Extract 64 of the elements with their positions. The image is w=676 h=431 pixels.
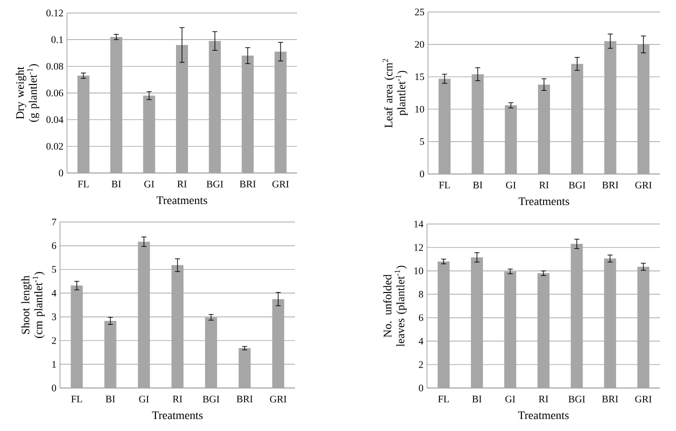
- x-tick-label: RI: [538, 396, 548, 402]
- y-tick-label: 14: [414, 220, 424, 228]
- x-tick-label: GRI: [272, 180, 289, 188]
- x-tick-label: GRI: [635, 396, 652, 402]
- y-tick-label: 10: [414, 267, 424, 274]
- x-tick-label: BGI: [206, 180, 224, 188]
- y-tick-label: 0: [58, 170, 64, 176]
- x-axis-title: Treatments: [518, 198, 570, 206]
- x-tick-label: FL: [439, 182, 450, 188]
- x-tick-label: BGI: [568, 182, 586, 188]
- y-tick-label: 0.1: [51, 36, 63, 44]
- x-tick-label: GRI: [635, 182, 652, 188]
- x-tick-label: BRI: [236, 396, 253, 402]
- y-tick-label: 0.06: [46, 90, 64, 96]
- y-tick-label: 2: [418, 361, 423, 368]
- y-tick-label: 0: [52, 384, 56, 392]
- x-tick-label: FL: [71, 396, 82, 402]
- y-axis-title: No. unfolded leaves (plantlet$^{-1}$): [383, 266, 407, 347]
- y-tick-label: 15: [415, 73, 424, 80]
- x-tick-label: GRI: [270, 396, 286, 402]
- x-tick-label: BRI: [240, 180, 256, 188]
- x-tick-label: RI: [177, 180, 187, 188]
- x-axis-title: Treatments: [152, 412, 203, 420]
- y-tick-label: 7: [52, 218, 56, 226]
- x-tick-label: BRI: [602, 182, 618, 188]
- x-tick-label: GI: [139, 396, 149, 402]
- y-tick-label: 3: [52, 314, 56, 320]
- x-tick-label: BRI: [602, 396, 618, 402]
- y-tick-label: 0.08: [46, 62, 64, 70]
- y-tick-label: 10: [415, 106, 424, 113]
- x-tick-label: FL: [438, 396, 449, 402]
- y-axis-title: Shoot length (cm plantlet$^{-1}$): [21, 272, 45, 338]
- x-tick-label: BI: [112, 180, 121, 188]
- y-tick-label: 12: [414, 244, 423, 251]
- y-tick-label: 4: [52, 290, 56, 296]
- x-tick-label: GI: [144, 180, 154, 188]
- y-tick-label: 1: [52, 360, 56, 368]
- y-tick-label: 0.04: [46, 116, 64, 124]
- y-tick-label: 20: [414, 41, 424, 48]
- x-tick-label: BI: [472, 396, 482, 402]
- x-tick-label: RI: [172, 396, 182, 402]
- y-tick-label: 5: [420, 138, 424, 145]
- x-tick-label: GI: [506, 182, 516, 188]
- y-tick-label: 6: [418, 314, 424, 322]
- y-tick-label: 8: [418, 290, 424, 298]
- x-tick-label: BI: [106, 396, 115, 402]
- x-tick-label: RI: [539, 182, 549, 188]
- y-tick-label: 0.02: [46, 142, 63, 150]
- y-tick-label: 4: [418, 338, 424, 344]
- y-axis-title: Dry weight (g plantlet$^{-1}$): [16, 64, 40, 122]
- x-tick-label: BGI: [568, 396, 586, 402]
- y-tick-label: 0.12: [46, 10, 63, 16]
- x-tick-label: GI: [505, 396, 516, 402]
- x-tick-label: BGI: [202, 396, 220, 402]
- x-tick-label: BI: [473, 182, 482, 188]
- y-tick-label: 2: [52, 337, 56, 344]
- y-tick-label: 25: [414, 8, 424, 16]
- y-tick-label: 0: [418, 384, 424, 392]
- x-axis-title: Treatments: [156, 196, 208, 204]
- x-tick-label: FL: [78, 180, 89, 188]
- y-tick-label: 0: [420, 170, 424, 178]
- y-tick-label: 6: [52, 242, 56, 250]
- x-axis-title: Treatments: [518, 412, 569, 420]
- y-tick-label: 5: [52, 266, 56, 273]
